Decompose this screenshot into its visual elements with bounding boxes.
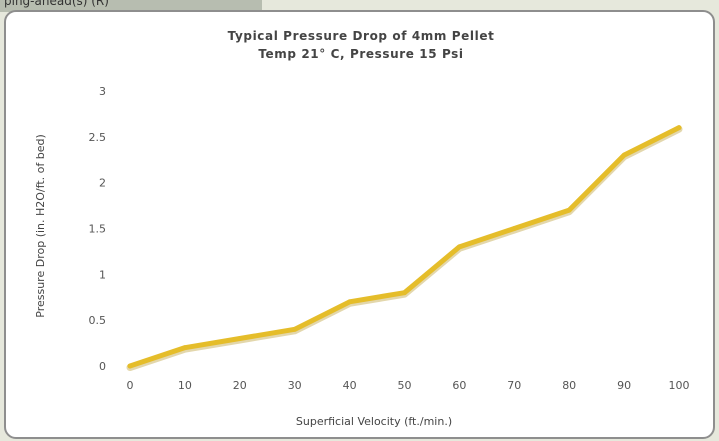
- y-tick-label: 3: [99, 85, 106, 98]
- x-axis-label: Superficial Velocity (ft./min.): [296, 415, 452, 428]
- line-chart: Typical Pressure Drop of 4mm Pellet Temp…: [34, 29, 690, 428]
- y-tick-label: 1: [99, 268, 106, 281]
- data-point: [127, 363, 133, 369]
- series-line: [127, 125, 682, 369]
- x-tick-label: 20: [233, 379, 247, 392]
- page-header-fragment: ping-ahead(s) (R): [0, 0, 262, 12]
- x-tick-label: 50: [398, 379, 412, 392]
- y-tick-label: 2: [99, 177, 106, 190]
- x-tick-label: 90: [617, 379, 631, 392]
- x-tick-label: 80: [562, 379, 576, 392]
- y-axis-ticks: 0 0.5 1 1.5 2 2.5 3: [89, 85, 107, 373]
- data-point: [347, 299, 352, 305]
- x-tick-label: 70: [507, 379, 521, 392]
- y-tick-label: 1.5: [89, 223, 107, 236]
- y-axis-label: Pressure Drop (in. H2O/ft. of bed): [34, 134, 47, 317]
- x-tick-label: 40: [343, 379, 357, 392]
- x-tick-label: 0: [127, 379, 134, 392]
- chart-title: Typical Pressure Drop of 4mm Pellet: [228, 29, 495, 43]
- data-point: [457, 244, 462, 250]
- data-point: [182, 345, 188, 351]
- x-axis-ticks: 0 10 20 30 40 50 60 70 80 90 100: [127, 379, 690, 392]
- data-point: [566, 207, 572, 213]
- x-tick-label: 10: [178, 379, 192, 392]
- x-tick-label: 30: [288, 379, 302, 392]
- x-tick-label: 100: [669, 379, 690, 392]
- data-point: [292, 326, 298, 332]
- data-point: [676, 125, 682, 131]
- y-tick-label: 0.5: [89, 314, 107, 327]
- y-tick-label: 0: [99, 360, 106, 373]
- data-point: [511, 226, 517, 231]
- chart-subtitle: Temp 21° C, Pressure 15 Psi: [258, 47, 463, 61]
- x-tick-label: 60: [452, 379, 466, 392]
- series-line-shadow: [126, 125, 683, 371]
- chart-container: Typical Pressure Drop of 4mm Pellet Temp…: [4, 10, 715, 439]
- series-group: [126, 125, 683, 371]
- data-point: [237, 336, 243, 341]
- data-point: [402, 290, 407, 296]
- data-point: [621, 152, 627, 158]
- y-tick-label: 2.5: [89, 131, 107, 144]
